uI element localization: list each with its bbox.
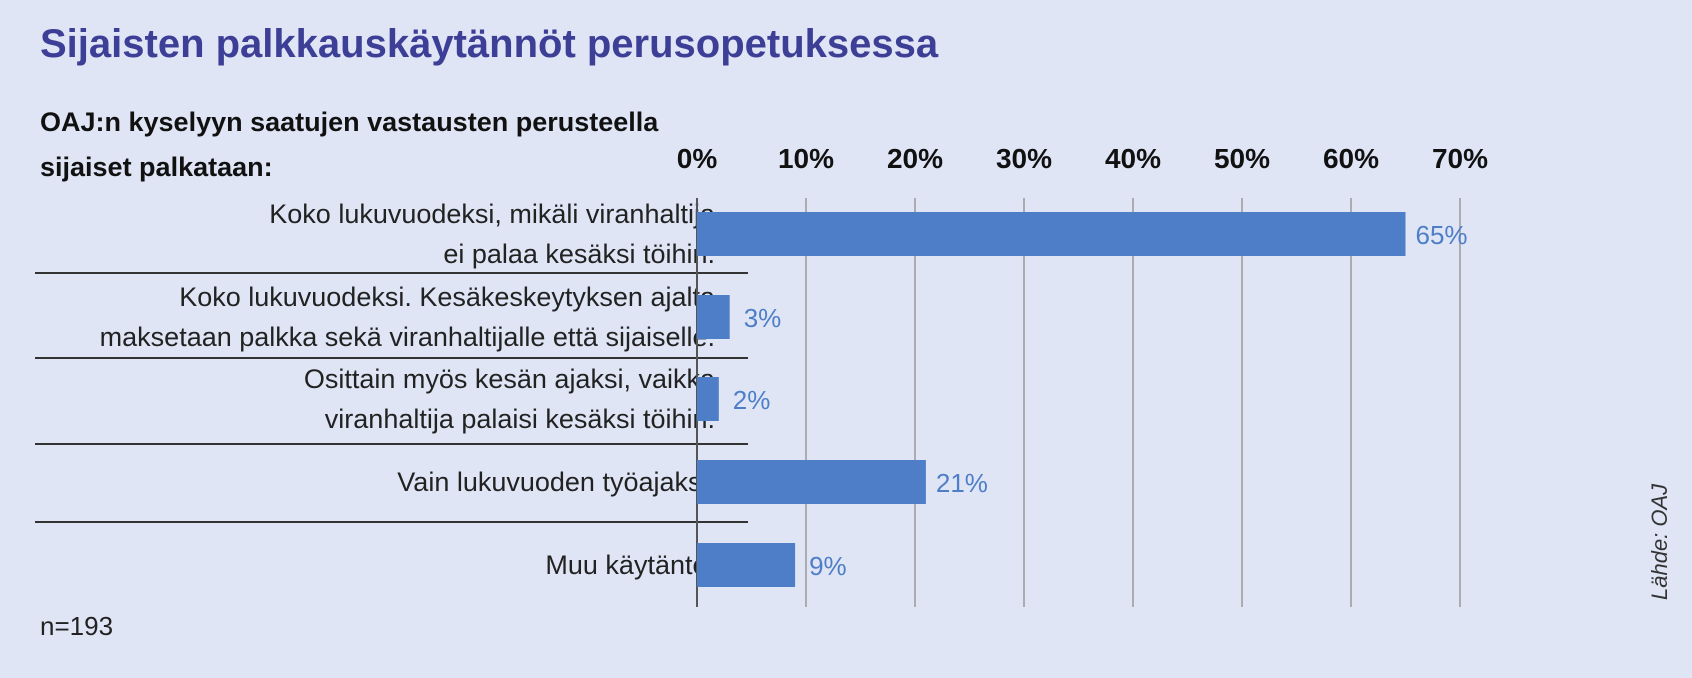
x-tick-label: 50% [1214,143,1270,174]
x-tick-label: 20% [887,143,943,174]
x-tick-label: 40% [1105,143,1161,174]
category-label: Koko lukuvuodeksi. Kesäkeskeytyksen ajal… [35,277,715,357]
data-label: 9% [809,551,847,581]
chart-subtitle: OAJ:n kyselyyn saatujen vastausten perus… [40,107,659,182]
category-label: Koko lukuvuodeksi, mikäli viranhaltija ei… [35,194,715,274]
data-label: 2% [733,385,771,415]
data-label: 65% [1416,220,1468,250]
category-label-line: ei palaa kesäksi töihin. [443,239,715,269]
row-separator [35,272,748,274]
row-separator [35,521,748,523]
bar [697,295,730,339]
category-label-line: viranhaltija palaisi kesäksi töihin. [324,404,715,434]
category-label: Muu käytäntö. [35,545,715,585]
category-label: Vain lukuvuoden työajaksi. [35,462,715,502]
x-tick-label: 0% [677,143,718,174]
bar [697,460,926,504]
row-separator [35,443,748,445]
category-label-line: Osittain myös kesän ajaksi, vaikka [303,364,715,394]
data-label: 3% [744,303,782,333]
chart-title: Sijaisten palkkauskäytännöt perusopetuks… [40,22,939,66]
category-label-line: Vain lukuvuoden työajaksi. [397,467,715,497]
x-tick-label: 10% [778,143,834,174]
bar [697,212,1406,256]
category-label: Osittain myös kesän ajaksi, vaikka viranh… [35,359,715,439]
row-separator [35,357,748,359]
sample-size-note: n=193 [40,611,114,641]
bar [697,377,719,421]
bar [697,543,796,587]
category-label-line: Muu käytäntö. [545,550,715,580]
x-tick-label: 70% [1432,143,1488,174]
x-tick-label: 60% [1323,143,1379,174]
category-label-line: Koko lukuvuodeksi, mikäli viranhaltija [269,199,715,229]
x-tick-label: 30% [996,143,1052,174]
category-label-line: maksetaan palkka sekä viranhaltijalle et… [99,322,715,352]
data-label: 21% [936,468,988,498]
category-label-line: Koko lukuvuodeksi. Kesäkeskeytyksen ajal… [179,282,715,312]
